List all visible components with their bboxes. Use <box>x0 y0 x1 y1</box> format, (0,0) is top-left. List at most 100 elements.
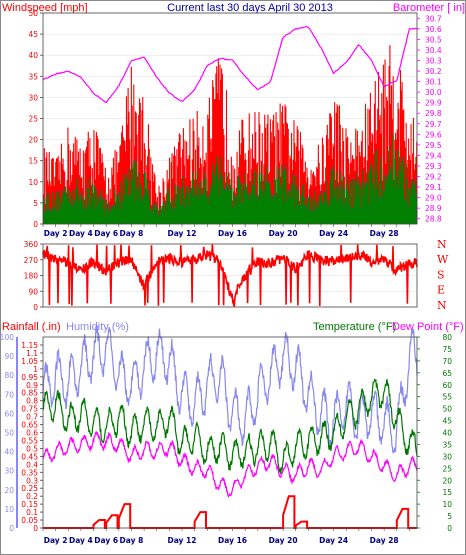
wind-max-bar <box>158 185 160 224</box>
wind-avg-bar <box>357 197 359 224</box>
wind-avg-bar <box>73 200 76 224</box>
wind-max-bar <box>285 106 287 224</box>
wind-avg-top <box>112 204 115 206</box>
wind-avg-bar <box>277 179 279 224</box>
wind-max-bar <box>379 114 381 224</box>
wind-max-bar <box>279 103 281 224</box>
rainfall-tick-label: 0.4 <box>26 460 38 469</box>
temperature-tick-label: 50 <box>442 405 452 414</box>
wind-avg-bar <box>62 196 64 224</box>
wind-avg-bar <box>60 203 62 224</box>
wind-avg-top <box>225 189 227 191</box>
wind-max-bar <box>111 167 113 224</box>
x-date-label-top: Day 4 <box>69 229 93 238</box>
wind-avg-top <box>273 177 276 179</box>
wind-avg-bar <box>397 170 399 224</box>
wind-max-bar <box>222 128 224 224</box>
wind-avg-top <box>218 195 220 197</box>
wind-avg-bar <box>289 197 291 224</box>
wind-avg-bar <box>269 197 271 224</box>
wind-avg-bar <box>314 210 316 224</box>
wind-avg-top <box>70 192 72 195</box>
wind-avg-top <box>356 173 358 175</box>
x-date-label-top: Day 16 <box>218 229 247 238</box>
wind-max-bar <box>290 133 293 224</box>
wind-avg-top <box>260 188 262 191</box>
wind-avg-bar <box>399 172 402 224</box>
wind-avg-bar <box>187 193 189 224</box>
wind-avg-top <box>334 187 336 189</box>
wind-max-bar <box>212 86 215 224</box>
wind-avg-bar <box>247 193 249 224</box>
wind-avg-top <box>278 179 280 182</box>
wind-avg-bar <box>182 176 184 224</box>
wind-avg-bar <box>108 204 110 224</box>
wind-avg-bar <box>232 188 234 224</box>
wind-avg-top <box>61 189 63 192</box>
wind-avg-bar <box>238 175 241 224</box>
wind-avg-bar <box>284 166 286 224</box>
rainfall-tick-label: 0.3 <box>26 476 38 485</box>
wind-avg-bar <box>150 211 152 224</box>
wind-avg-top <box>407 202 409 204</box>
wind-avg-top <box>56 212 58 214</box>
rainfall-tick-label: 0.65 <box>21 421 38 430</box>
wind-avg-bar <box>103 200 106 224</box>
wind-avg-top <box>307 196 309 198</box>
wind-avg-top <box>412 183 415 186</box>
wind-avg-top <box>264 178 266 180</box>
wind-avg-bar <box>99 199 102 224</box>
wind-max-bar <box>114 150 116 224</box>
wind-max-bar <box>269 119 271 224</box>
wind-avg-bar <box>123 174 125 224</box>
wind-avg-bar <box>319 202 321 224</box>
wind-avg-bar <box>364 187 366 224</box>
wind-avg-top <box>255 169 257 171</box>
wind-avg-bar <box>245 185 247 224</box>
wind-avg-top <box>329 205 331 208</box>
wind-avg-bar <box>390 167 392 224</box>
wind-avg-top <box>339 197 341 200</box>
wind-avg-top <box>335 171 337 173</box>
wind-avg-top <box>126 174 128 176</box>
wind-avg-top <box>196 170 198 172</box>
wind-avg-bar <box>197 200 199 224</box>
wind-max-bar <box>151 164 154 224</box>
wind-avg-top <box>272 194 274 196</box>
wind-avg-top <box>304 206 306 208</box>
wind-avg-top <box>56 191 58 194</box>
wind-avg-top <box>367 174 369 176</box>
wind-avg-top <box>301 196 303 199</box>
wind-avg-bar <box>403 200 406 224</box>
wind-avg-bar <box>131 166 133 224</box>
wind-avg-top <box>205 178 207 180</box>
wind-max-bar <box>299 131 302 224</box>
wind-avg-bar <box>78 198 80 224</box>
wind-avg-top <box>306 209 308 211</box>
wind-avg-top <box>241 182 243 184</box>
wind-avg-bar <box>257 201 259 224</box>
wind-avg-bar <box>103 199 105 224</box>
compass-label: E <box>437 284 445 297</box>
wind-avg-bar <box>159 215 161 224</box>
humidity-line <box>42 325 418 454</box>
barometer-tick-label: 29.9 <box>425 99 442 108</box>
wind-axes: 0 5 10 15 20 25 30 35 40 45 50 28.8 28.929.0 29.129.2… <box>28 9 441 238</box>
wind-max-bar <box>86 146 88 224</box>
wind-max-bar <box>87 131 89 224</box>
wind-avg-bar <box>165 199 167 224</box>
wind-avg-top <box>346 189 348 191</box>
wind-avg-bar <box>378 197 380 224</box>
wind-avg-top <box>245 184 247 186</box>
wind-max-bar <box>112 157 115 224</box>
wind-max-bar <box>363 168 365 224</box>
wind-avg-bar <box>415 194 417 224</box>
wind-avg-bar <box>281 165 283 224</box>
wind-max-bar <box>177 142 180 224</box>
wind-avg-top <box>265 182 267 184</box>
wind-avg-bar <box>144 173 146 224</box>
wind-avg-bar <box>332 166 334 224</box>
wind-avg-top <box>253 171 255 173</box>
wind-avg-bar <box>264 194 267 224</box>
